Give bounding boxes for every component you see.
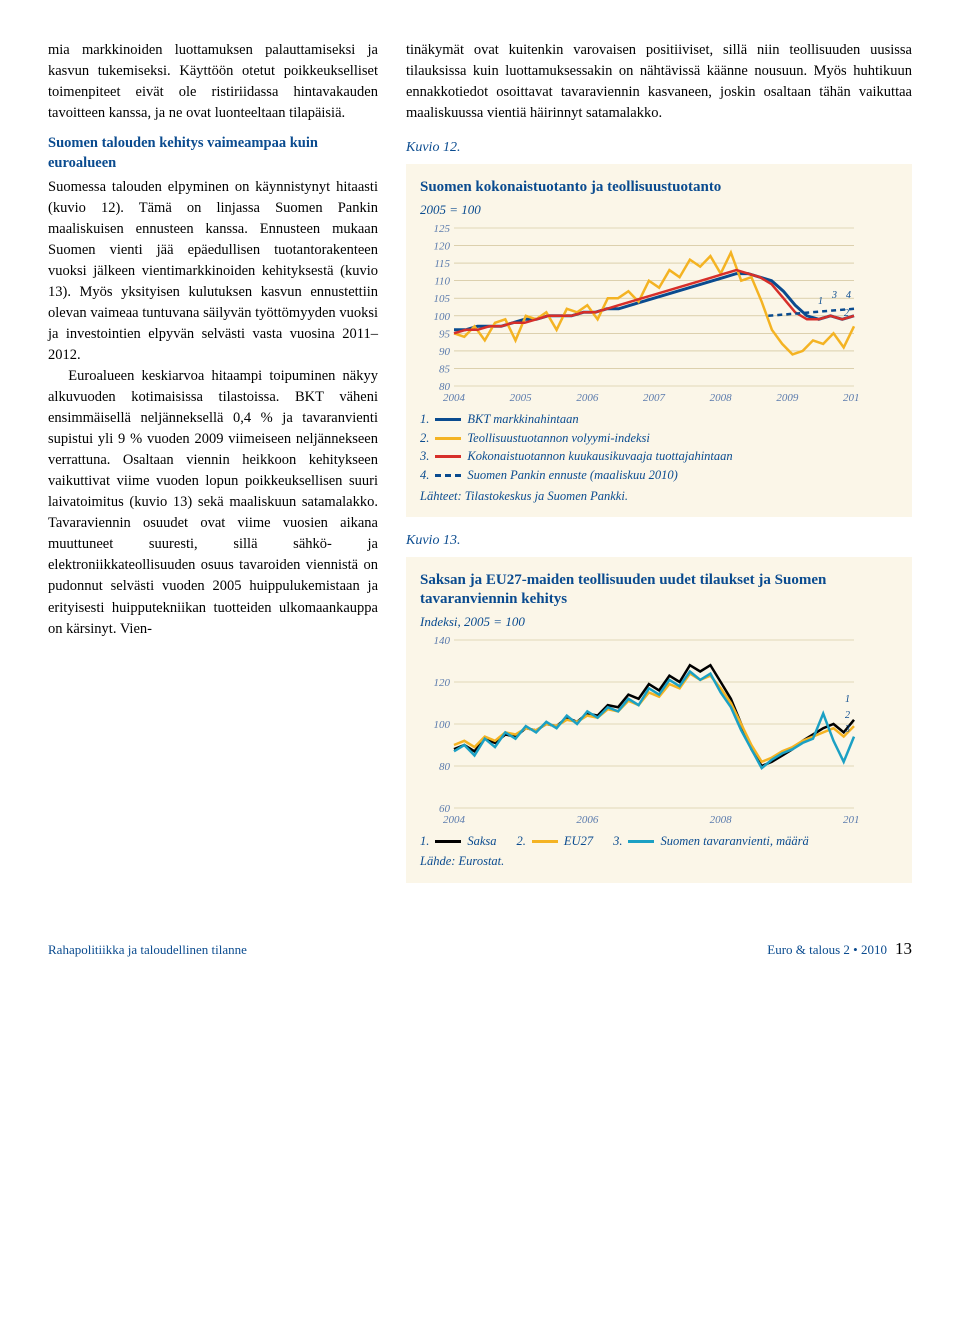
svg-text:115: 115: [434, 258, 450, 270]
svg-text:90: 90: [439, 346, 451, 358]
svg-text:1: 1: [818, 296, 823, 307]
svg-text:2008: 2008: [710, 814, 733, 826]
svg-text:95: 95: [439, 328, 451, 340]
footer-right: Euro & talous 2 • 2010: [767, 941, 887, 960]
svg-text:100: 100: [434, 719, 451, 731]
left-para-2: Suomessa talouden elpyminen on käynnisty…: [48, 177, 378, 366]
svg-text:2004: 2004: [443, 392, 466, 404]
svg-text:2007: 2007: [643, 392, 666, 404]
kuvio13-chart: 60801001201402004200620082010123: [420, 636, 860, 826]
svg-text:2: 2: [844, 308, 849, 319]
kuvio12-label: Kuvio 12.: [406, 138, 912, 158]
page-footer: Rahapolitiikka ja taloudellinen tilanne …: [48, 937, 912, 962]
svg-text:3: 3: [831, 290, 837, 301]
svg-text:2006: 2006: [576, 814, 599, 826]
svg-text:1: 1: [845, 694, 850, 705]
svg-text:120: 120: [434, 677, 451, 689]
kuvio13-title: Saksan ja EU27-maiden teollisuuden uudet…: [420, 571, 898, 609]
svg-text:110: 110: [434, 276, 450, 288]
svg-text:105: 105: [434, 293, 451, 305]
svg-text:4: 4: [846, 290, 851, 301]
kuvio13-label: Kuvio 13.: [406, 531, 912, 551]
svg-text:3: 3: [844, 724, 850, 735]
svg-text:2009: 2009: [776, 392, 799, 404]
svg-text:100: 100: [434, 311, 451, 323]
svg-text:140: 140: [434, 636, 451, 647]
kuvio13-box: Saksan ja EU27-maiden teollisuuden uudet…: [406, 557, 912, 882]
left-column: mia markkinoiden luottamuksen palauttami…: [48, 40, 378, 889]
svg-text:2004: 2004: [443, 814, 466, 826]
kuvio12-box: Suomen kokonaistuotanto ja teollisuustuo…: [406, 164, 912, 517]
svg-text:120: 120: [434, 241, 451, 253]
kuvio12-source: Lähteet: Tilastokeskus ja Suomen Pankki.: [420, 487, 898, 505]
svg-text:2010: 2010: [843, 814, 860, 826]
left-para-1: mia markkinoiden luottamuksen palauttami…: [48, 40, 378, 124]
right-para-1: tinäkymät ovat kuitenkin varovaisen posi…: [406, 40, 912, 124]
svg-text:2006: 2006: [576, 392, 599, 404]
kuvio12-title: Suomen kokonaistuotanto ja teollisuustuo…: [420, 178, 898, 197]
svg-text:2: 2: [845, 710, 850, 721]
kuvio13-source: Lähde: Eurostat.: [420, 852, 898, 870]
svg-text:80: 80: [439, 761, 451, 773]
footer-pagenum: 13: [895, 937, 912, 962]
svg-text:2005: 2005: [510, 392, 533, 404]
footer-left: Rahapolitiikka ja taloudellinen tilanne: [48, 941, 247, 960]
kuvio13-legend: 1.Saksa2.EU273.Suomen tavaranvienti, mää…: [420, 832, 898, 851]
kuvio12-legend: 1.BKT markkinahintaan2.Teollisuustuotann…: [420, 410, 898, 485]
kuvio13-subtitle: Indeksi, 2005 = 100: [420, 613, 898, 632]
svg-text:125: 125: [434, 224, 451, 235]
kuvio12-subtitle: 2005 = 100: [420, 201, 898, 220]
svg-text:85: 85: [439, 363, 451, 375]
svg-text:2008: 2008: [710, 392, 733, 404]
right-column: tinäkymät ovat kuitenkin varovaisen posi…: [406, 40, 912, 889]
left-para-3: Euroalueen keskiarvoa hitaampi toipumine…: [48, 366, 378, 639]
section-heading: Suomen talouden kehitys vaimeampaa kuin …: [48, 134, 378, 173]
kuvio12-chart: 8085909510010511011512012520042005200620…: [420, 224, 860, 404]
svg-text:2010: 2010: [843, 392, 860, 404]
